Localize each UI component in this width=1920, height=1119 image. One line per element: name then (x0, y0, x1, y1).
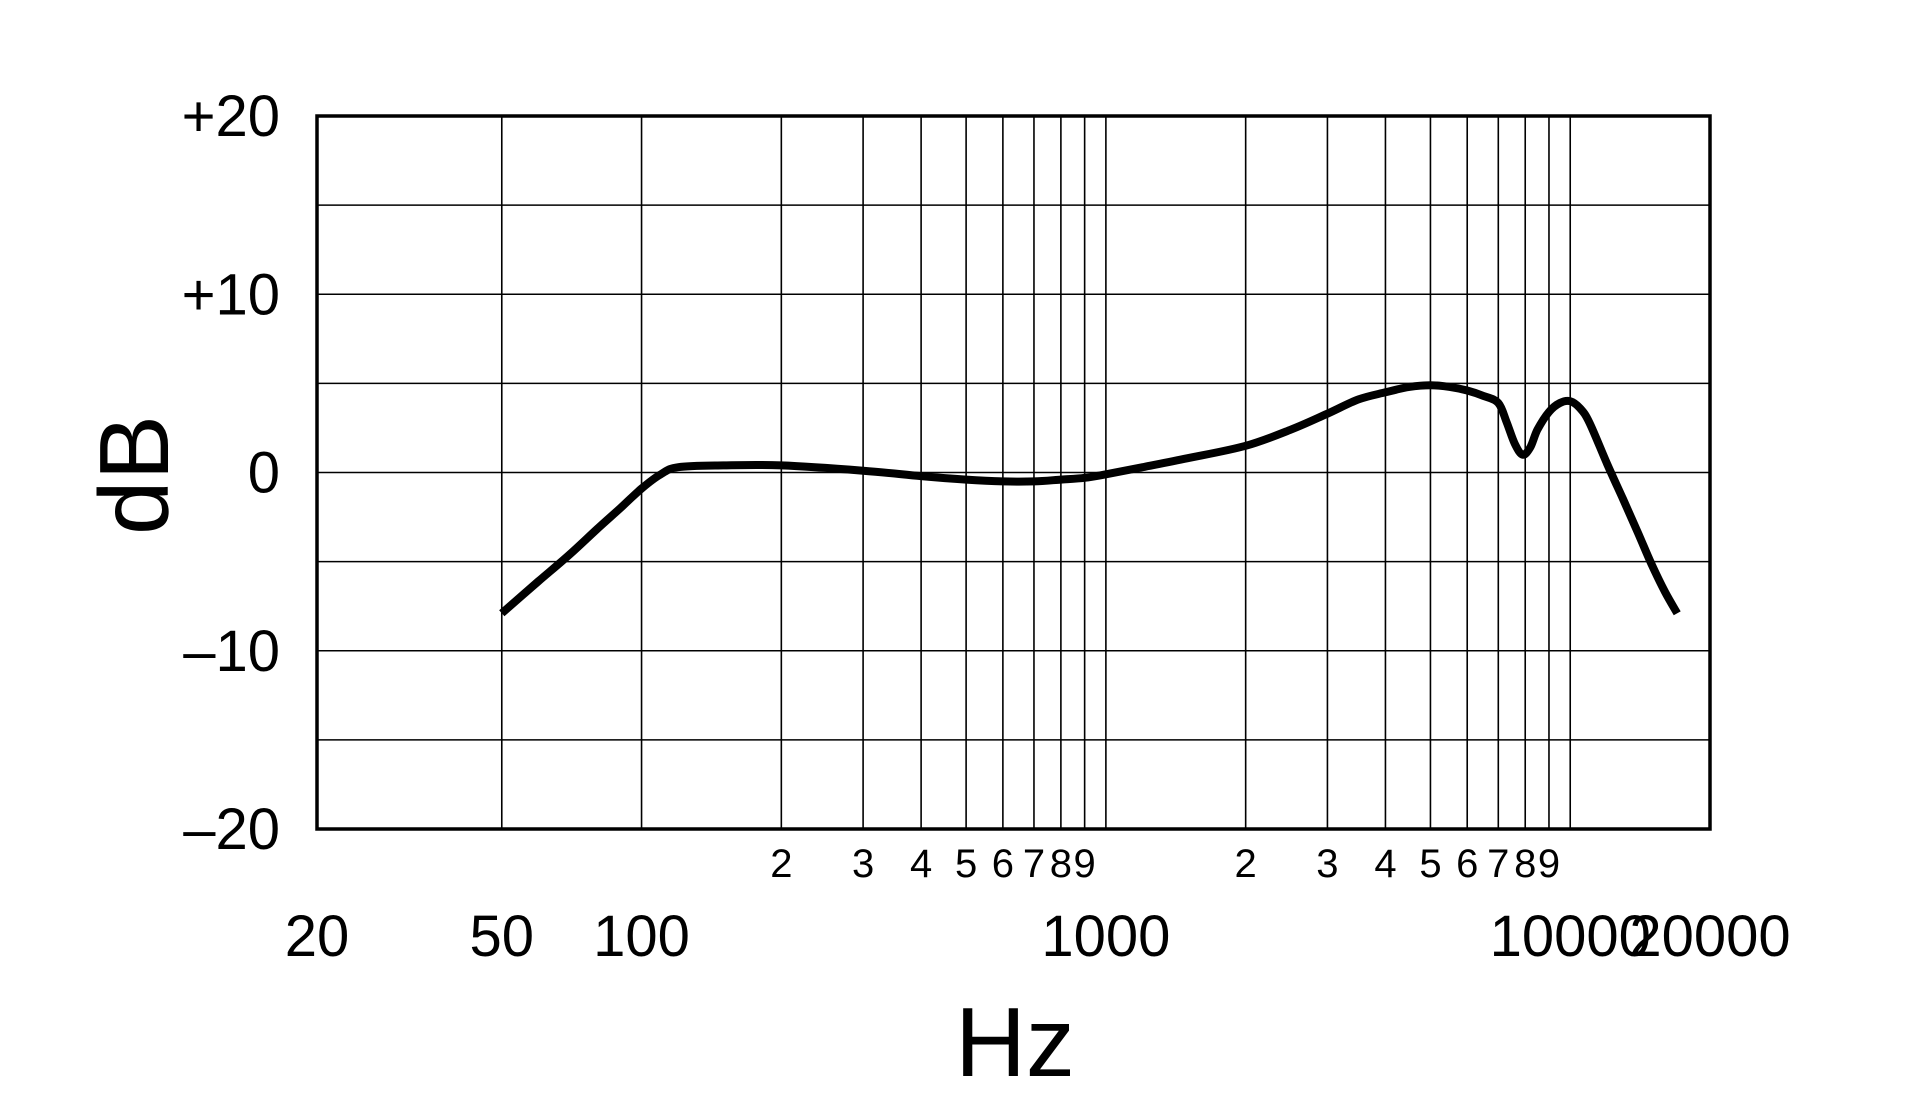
x-minor-tick-label: 7 (1023, 842, 1045, 886)
x-minor-tick-label: 2 (770, 842, 792, 886)
x-major-tick-label: 1000 (1041, 904, 1170, 969)
x-axis-label: Hz (955, 987, 1075, 1097)
y-tick-label: +10 (182, 262, 280, 327)
x-major-tick-label: 20000 (1629, 904, 1790, 969)
x-minor-tick-label: 6 (992, 842, 1014, 886)
x-minor-tick-label: 4 (910, 842, 932, 886)
x-minor-tick-label: 5 (1419, 842, 1441, 886)
y-tick-label: 0 (248, 441, 280, 506)
x-minor-tick-label: 8 (1050, 842, 1072, 886)
x-minor-tick-label: 2 (1235, 842, 1257, 886)
plot-frame (315, 114, 1712, 831)
y-tick-label: +20 (182, 84, 280, 149)
x-major-tick-label: 50 (470, 904, 535, 969)
x-minor-tick-label: 3 (1316, 842, 1338, 886)
series-layer (499, 381, 1681, 617)
x-minor-tick-label: 7 (1487, 842, 1509, 886)
x-minor-tick-label: 4 (1374, 842, 1396, 886)
x-minor-tick-label: 6 (1456, 842, 1478, 886)
y-tick-label: –20 (183, 797, 280, 862)
y-tick-label: –10 (183, 619, 280, 684)
x-minor-tick-label: 9 (1538, 842, 1560, 886)
x-minor-tick-label: 5 (955, 842, 977, 886)
x-minor-tick-label: 9 (1074, 842, 1096, 886)
x-major-tick-label: 100 (593, 904, 690, 969)
y-axis-label: dB (79, 415, 189, 535)
x-major-tick-label: 10000 (1490, 904, 1651, 969)
x-major-tick-label: 20 (285, 904, 350, 969)
x-minor-tick-label: 3 (852, 842, 874, 886)
y-tick-labels: +20 +10 0 –10 –20 (182, 84, 280, 862)
x-minor-tick-label: 8 (1514, 842, 1536, 886)
response-curve (499, 381, 1681, 617)
y-gridlines (317, 115, 1710, 830)
